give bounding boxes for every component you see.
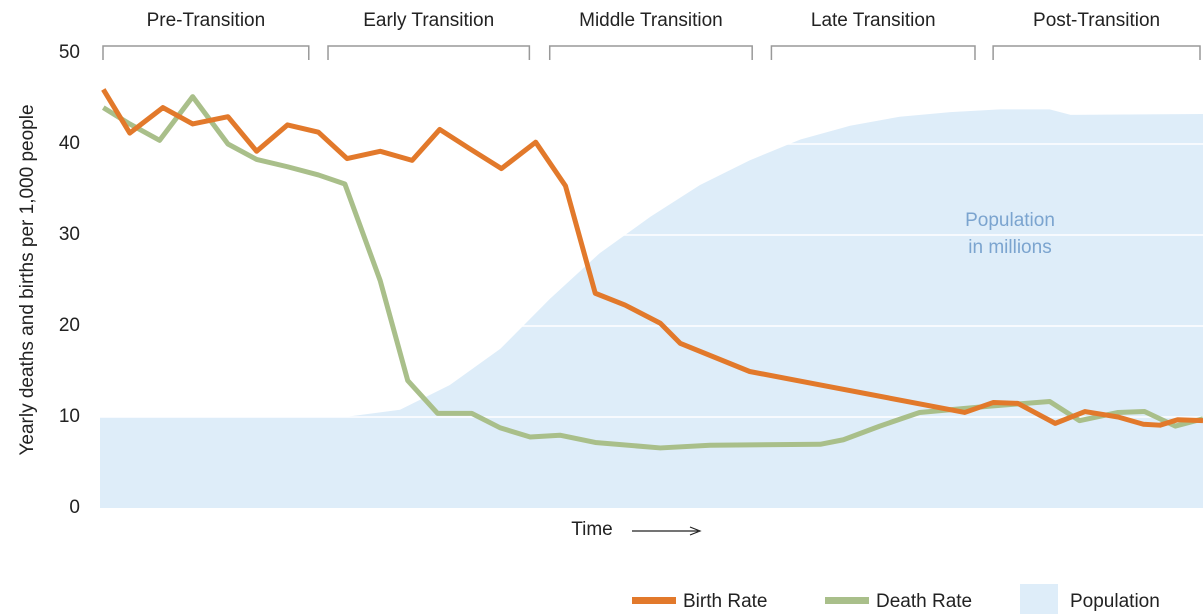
rate-line (101, 88, 1203, 428)
annotation: in millions (968, 237, 1051, 258)
y-axis-label: Yearly deaths and births per 1,000 peopl… (17, 104, 38, 455)
phase-bracket (770, 45, 976, 60)
rate-line (101, 94, 1203, 451)
legend-label: Population (1070, 591, 1160, 612)
legend-label: Birth Rate (683, 591, 767, 612)
phase-bracket (327, 45, 531, 60)
y-tick-label: 10 (59, 406, 80, 427)
x-axis-label: Time (571, 519, 613, 540)
y-tick-label: 20 (59, 315, 80, 336)
x-arrow (632, 526, 702, 536)
legend-swatch (632, 597, 676, 604)
phase-label: Post-Transition (1033, 10, 1160, 31)
phase-label: Late Transition (811, 10, 936, 31)
y-tick-label: 30 (59, 224, 80, 245)
legend-swatch (825, 597, 869, 604)
annotation: Population (965, 210, 1055, 231)
phase-label: Middle Transition (579, 10, 723, 31)
phase-bracket (548, 45, 753, 60)
phase-label: Pre-Transition (147, 10, 266, 31)
legend-label: Death Rate (876, 591, 972, 612)
phase-bracket (102, 45, 310, 60)
phase-bracket (992, 45, 1201, 60)
population-area (100, 109, 1203, 509)
plot: 0 10 20 30 40 50 Population in millions Pre-Tran… (59, 10, 1203, 614)
phase-label: Early Transition (363, 10, 494, 31)
y-tick-label: 40 (59, 133, 80, 154)
y-tick-label: 0 (69, 497, 80, 518)
y-tick-label: 50 (59, 42, 80, 63)
legend-swatch (1020, 584, 1058, 614)
